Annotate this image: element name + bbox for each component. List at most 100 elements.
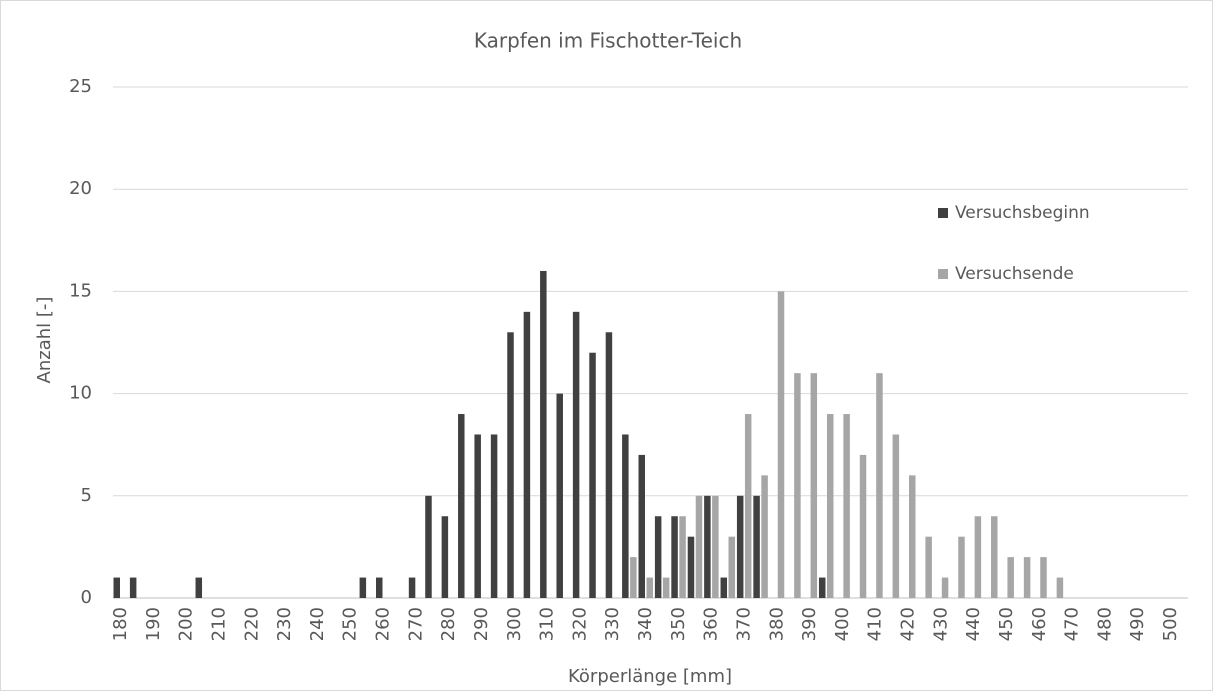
x-tick-label: 440 bbox=[963, 607, 984, 641]
bar bbox=[589, 352, 596, 598]
bar bbox=[540, 270, 547, 598]
x-tick-label: 480 bbox=[1094, 607, 1115, 641]
x-tick-label: 200 bbox=[176, 607, 197, 641]
x-tick-label: 210 bbox=[208, 607, 229, 641]
bar bbox=[826, 414, 834, 598]
x-tick-label: 390 bbox=[799, 607, 820, 641]
y-tick-label: 10 bbox=[69, 383, 92, 404]
x-tick-label: 290 bbox=[471, 607, 492, 641]
x-tick-label: 280 bbox=[438, 607, 459, 641]
x-tick-label: 190 bbox=[143, 607, 164, 641]
x-tick-label: 490 bbox=[1127, 607, 1148, 641]
bar bbox=[490, 434, 498, 598]
x-tick-label: 430 bbox=[930, 607, 951, 641]
x-axis-label: Körperlänge [mm] bbox=[568, 666, 732, 687]
bar bbox=[941, 577, 949, 598]
legend-label: Versuchsbeginn bbox=[955, 203, 1090, 223]
y-tick-label: 5 bbox=[81, 485, 92, 506]
bar bbox=[671, 516, 678, 598]
bar bbox=[572, 311, 580, 598]
y-tick-label: 0 bbox=[81, 587, 92, 608]
bar bbox=[810, 373, 818, 598]
bar bbox=[507, 332, 514, 598]
bar bbox=[720, 577, 728, 598]
y-tick-label: 15 bbox=[69, 280, 92, 301]
bar bbox=[425, 495, 432, 598]
x-tick-label: 470 bbox=[1062, 607, 1083, 641]
bar bbox=[441, 516, 449, 598]
bar bbox=[958, 536, 965, 598]
bar bbox=[359, 577, 367, 598]
bar bbox=[925, 536, 932, 598]
x-tick-label: 460 bbox=[1029, 607, 1050, 641]
bar bbox=[630, 557, 637, 598]
bar bbox=[654, 516, 662, 598]
bar bbox=[859, 454, 867, 598]
bar bbox=[556, 393, 563, 598]
bar bbox=[679, 516, 686, 598]
x-tick-label: 330 bbox=[602, 607, 623, 641]
bar bbox=[974, 516, 982, 598]
x-tick-label: 220 bbox=[241, 607, 262, 641]
bar bbox=[523, 311, 531, 598]
x-tick-label: 410 bbox=[865, 607, 886, 641]
x-tick-label: 310 bbox=[537, 607, 558, 641]
bar bbox=[753, 495, 760, 598]
bar bbox=[1007, 557, 1014, 598]
x-tick-label: 500 bbox=[1160, 607, 1181, 641]
x-tick-label: 370 bbox=[733, 607, 754, 641]
x-tick-label: 360 bbox=[701, 607, 722, 641]
bar bbox=[777, 291, 785, 598]
bar bbox=[113, 577, 120, 598]
x-tick-label: 380 bbox=[766, 607, 787, 641]
bar bbox=[687, 536, 695, 598]
bar bbox=[474, 434, 481, 598]
bar bbox=[646, 577, 653, 598]
bar bbox=[712, 495, 719, 598]
bar bbox=[195, 577, 203, 598]
x-tick-label: 340 bbox=[635, 607, 656, 641]
bar bbox=[376, 577, 383, 598]
x-tick-label: 420 bbox=[898, 607, 919, 641]
bar bbox=[794, 373, 801, 598]
bar bbox=[818, 577, 826, 598]
legend-swatch bbox=[938, 208, 948, 218]
x-tick-label: 320 bbox=[569, 607, 590, 641]
bar bbox=[129, 577, 137, 598]
bar bbox=[892, 434, 900, 598]
x-tick-label: 250 bbox=[340, 607, 361, 641]
x-tick-label: 270 bbox=[405, 607, 426, 641]
bar bbox=[1040, 557, 1047, 598]
y-axis-label: Anzahl [-] bbox=[34, 297, 55, 384]
bar bbox=[991, 516, 998, 598]
bar bbox=[876, 373, 883, 598]
x-tick-label: 230 bbox=[274, 607, 295, 641]
bar bbox=[1023, 557, 1031, 598]
x-tick-label: 450 bbox=[996, 607, 1017, 641]
bar bbox=[408, 577, 416, 598]
x-tick-label: 180 bbox=[110, 607, 131, 641]
bar bbox=[638, 454, 645, 598]
bar bbox=[622, 434, 629, 598]
x-tick-label: 260 bbox=[373, 607, 394, 641]
bar bbox=[909, 475, 916, 598]
x-tick-label: 300 bbox=[504, 607, 525, 641]
chart-title: Karpfen im Fischotter-Teich bbox=[474, 29, 742, 53]
bar bbox=[695, 495, 703, 598]
y-tick-label: 25 bbox=[69, 76, 92, 97]
bar bbox=[843, 414, 850, 598]
y-tick-label: 20 bbox=[69, 178, 92, 199]
bar bbox=[662, 577, 670, 598]
bar bbox=[736, 495, 744, 598]
legend-label: Versuchsende bbox=[955, 264, 1074, 284]
x-tick-label: 400 bbox=[832, 607, 853, 641]
bar bbox=[728, 536, 736, 598]
bar bbox=[761, 475, 768, 598]
bar bbox=[1056, 577, 1064, 598]
bar bbox=[744, 414, 752, 598]
x-tick-label: 350 bbox=[668, 607, 689, 641]
x-tick-label: 240 bbox=[307, 607, 328, 641]
bar bbox=[704, 495, 711, 598]
bar bbox=[458, 414, 465, 598]
